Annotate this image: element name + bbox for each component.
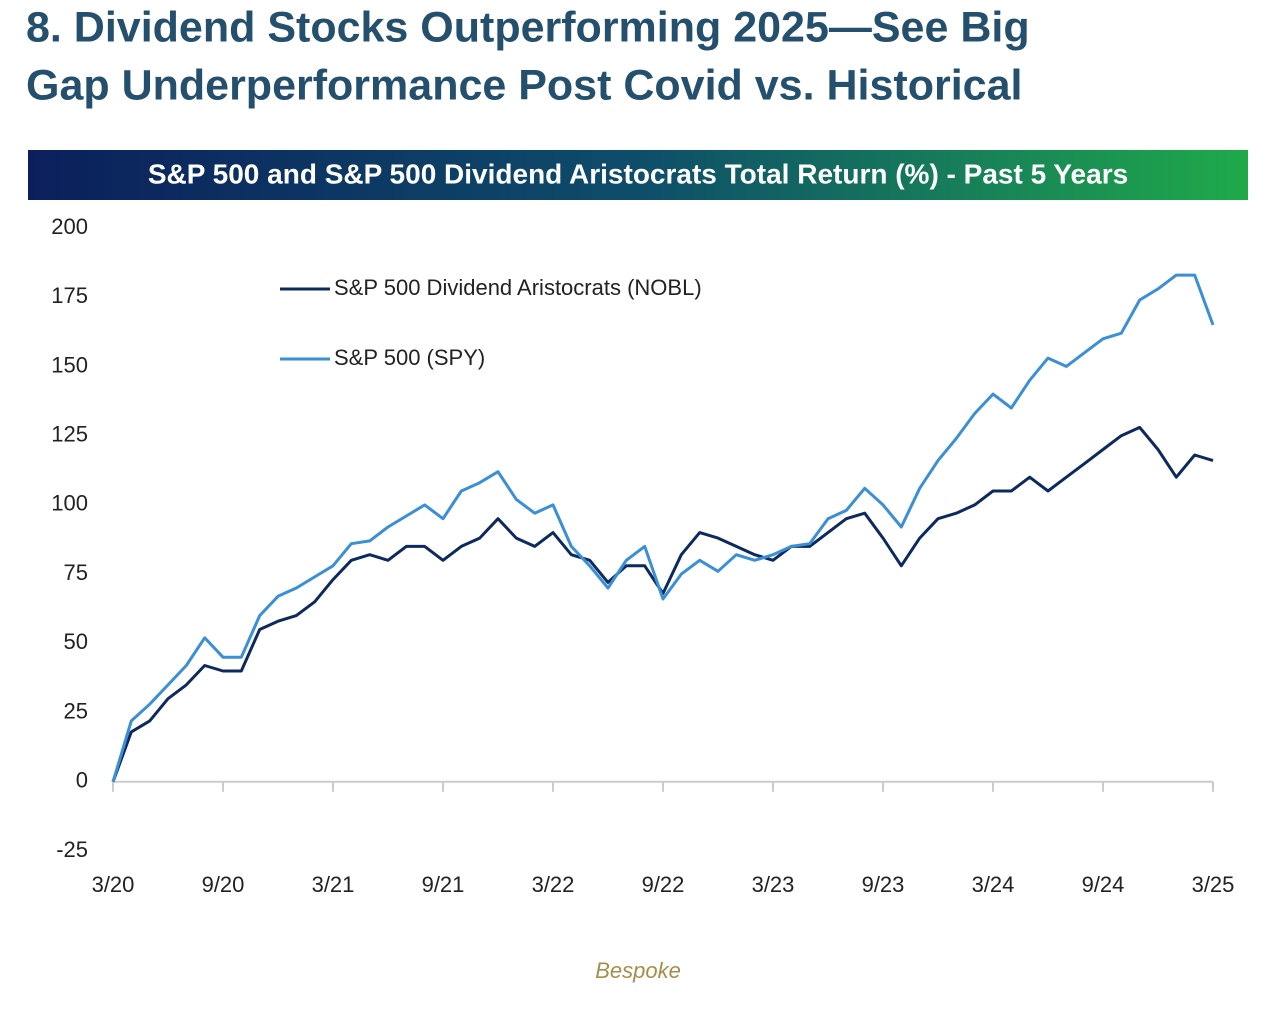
x-tick-label: 3/24	[972, 872, 1015, 897]
series-line	[111, 273, 1215, 783]
headline-line-2: Gap Underperformance Post Covid vs. Hist…	[26, 61, 1022, 109]
title-banner	[28, 150, 1248, 200]
x-tick-label: 3/22	[532, 872, 575, 897]
x-tick-label: 3/25	[1192, 872, 1235, 897]
y-tick-label: 50	[64, 629, 88, 654]
x-tick-label: 3/23	[752, 872, 795, 897]
x-tick-label: 3/21	[312, 872, 355, 897]
x-tick-label: 9/22	[642, 872, 685, 897]
y-tick-label: 75	[64, 560, 88, 585]
series-line	[111, 425, 1214, 783]
x-tick-label: 3/20	[92, 872, 135, 897]
legend-label: S&P 500 (SPY)	[334, 345, 485, 370]
x-tick-label: 9/20	[202, 872, 245, 897]
legend-label: S&P 500 Dividend Aristocrats (NOBL)	[334, 275, 702, 300]
source: Bespoke	[595, 958, 681, 983]
y-tick-label: 175	[51, 283, 88, 308]
y-tick-label: 25	[64, 698, 88, 723]
y-tick-label: 100	[51, 491, 88, 516]
y-tick-label: 0	[76, 768, 88, 793]
x-tick-label: 9/21	[422, 872, 465, 897]
x-tick-label: 9/24	[1082, 872, 1125, 897]
y-tick-label: -25	[56, 837, 88, 862]
headline-line-1: 8. Dividend Stocks Outperforming 2025—Se…	[26, 3, 1030, 51]
x-tick-label: 9/23	[862, 872, 905, 897]
chart-title: S&P 500 and S&P 500 Dividend Aristocrats…	[148, 158, 1128, 189]
y-tick-label: 200	[51, 214, 88, 239]
y-tick-label: 150	[51, 352, 88, 377]
y-tick-label: 125	[51, 421, 88, 446]
